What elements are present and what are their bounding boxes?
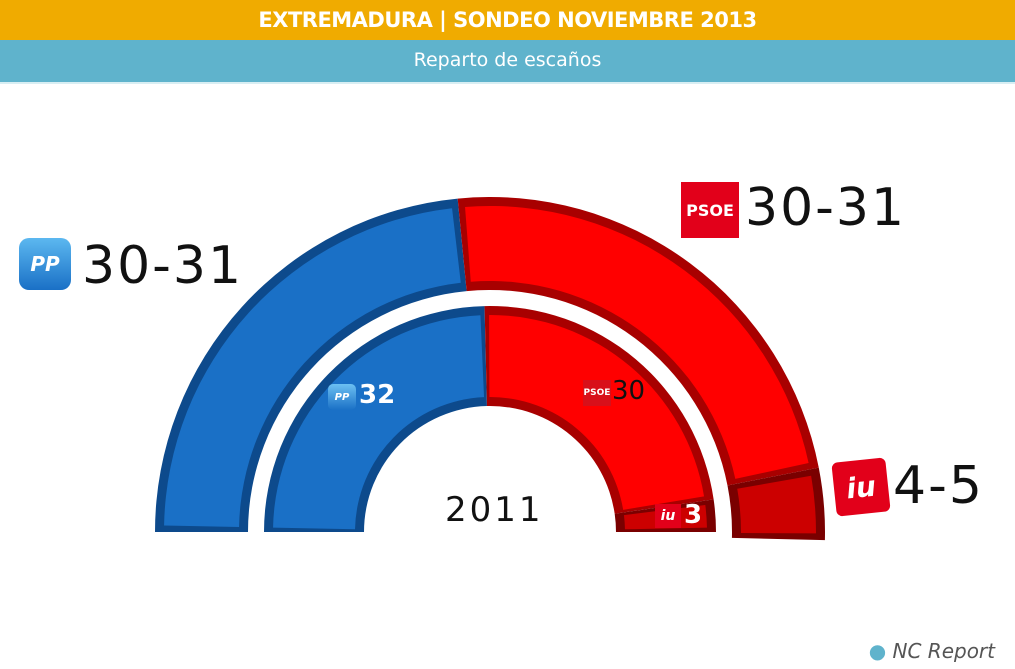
iu-logo-icon: iu — [831, 457, 891, 517]
seat-arc-2013-psoe — [465, 206, 809, 479]
subtitle-bar: Reparto de escaños — [0, 40, 1015, 84]
psoe-2013-label: 30-31 — [745, 178, 907, 238]
pp-2013-label: 30-31 — [82, 236, 244, 296]
seat-arc-2013-iu — [737, 475, 817, 534]
speech-head-icon: ● — [868, 639, 887, 663]
year-2011-label: 2011 — [445, 490, 544, 530]
title-bar: EXTREMADURA | SONDEO NOVIEMBRE 2013 — [0, 0, 1015, 40]
iu-2011-logo-icon: iu — [655, 504, 681, 528]
psoe-2011-label: 30 — [612, 376, 646, 406]
seat-arc-2011-psoe — [489, 315, 705, 510]
seat-arc-2011-pp — [273, 315, 485, 530]
iu-2011-label: 3 — [684, 500, 703, 530]
seat-arc-2013-pp — [164, 208, 461, 527]
psoe-logo-icon: PSOE — [681, 182, 739, 238]
pp-2011-label: 32 — [359, 380, 396, 410]
pp-logo-icon: PP — [19, 238, 71, 290]
pp-2011-logo-icon: PP — [328, 384, 356, 410]
source-credit: ● NC Report — [868, 639, 995, 663]
psoe-2011-logo-icon: PSOE — [583, 380, 611, 406]
iu-2013-label: 4-5 — [893, 456, 984, 516]
